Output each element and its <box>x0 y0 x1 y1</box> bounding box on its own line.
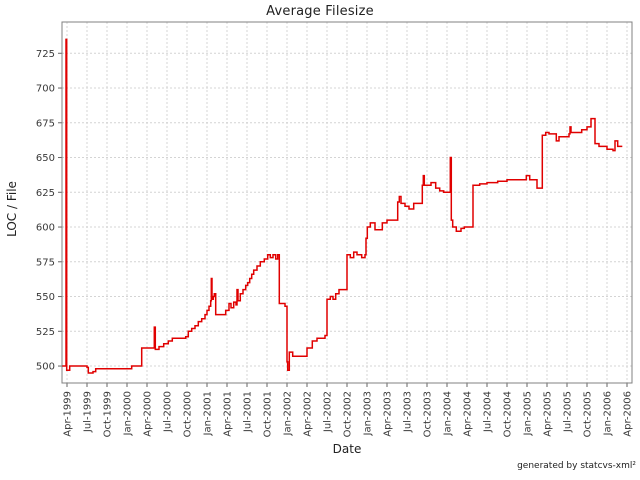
x-tick-label: Oct-2001 <box>263 391 274 437</box>
y-tick-label: 600 <box>36 223 55 234</box>
x-tick-label: Oct-2000 <box>183 391 194 437</box>
x-tick-label: Jan-2000 <box>123 391 134 436</box>
y-tick-label: 725 <box>36 49 55 60</box>
x-tick-label: Jan-2003 <box>363 391 374 436</box>
x-tick-label: Jan-2006 <box>603 391 614 436</box>
x-tick-label: Apr-2000 <box>143 391 154 437</box>
x-tick-label: Apr-2005 <box>543 391 554 437</box>
x-tick-label: Jul-2002 <box>323 391 334 433</box>
x-tick-label: Apr-2004 <box>463 391 474 437</box>
x-axis-title: Date <box>332 442 362 456</box>
y-tick-label: 500 <box>36 362 55 373</box>
y-tick-label: 550 <box>36 292 55 303</box>
y-tick-label: 650 <box>36 153 55 164</box>
x-tick-label: Jul-2000 <box>163 391 174 433</box>
x-tick-label: Apr-2003 <box>383 391 394 437</box>
x-tick-label: Oct-2004 <box>503 391 514 437</box>
x-tick-label: Oct-2005 <box>583 391 594 437</box>
x-tick-label: Oct-1999 <box>103 391 114 437</box>
data-series-line <box>62 38 623 374</box>
chart-title: Average Filesize <box>266 4 374 19</box>
x-tick-label: Jul-2003 <box>403 391 414 433</box>
x-tick-label: Jan-2004 <box>443 391 454 436</box>
x-tick-label: Apr-2002 <box>303 391 314 437</box>
y-tick-label: 675 <box>36 118 55 129</box>
x-tick-label: Oct-2003 <box>423 391 434 437</box>
y-tick-label: 625 <box>36 188 55 199</box>
x-tick-label: Oct-2002 <box>343 391 354 437</box>
y-tick-label: 700 <box>36 84 55 95</box>
x-tick-label: Apr-2001 <box>223 391 234 437</box>
y-tick-label: 575 <box>36 257 55 268</box>
footer-credit: generated by statcvs-xml² <box>517 461 636 471</box>
x-tick-label: Jan-2005 <box>523 391 534 436</box>
x-tick-label: Jul-2001 <box>243 391 254 433</box>
x-tick-label: Jul-1999 <box>83 391 94 433</box>
x-tick-label: Apr-2006 <box>623 391 634 437</box>
x-tick-label: Jan-2001 <box>203 391 214 436</box>
x-tick-label: Apr-1999 <box>63 391 74 437</box>
x-tick-label: Jul-2005 <box>563 391 574 433</box>
plot-border <box>61 21 633 384</box>
y-tick-label: 525 <box>36 327 55 338</box>
x-tick-label: Jul-2004 <box>483 391 494 433</box>
x-tick-label: Jan-2002 <box>283 391 294 436</box>
